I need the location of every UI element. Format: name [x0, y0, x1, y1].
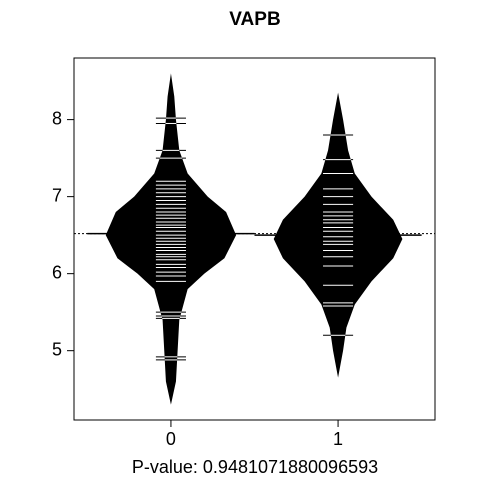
x-tick-label: 1: [333, 429, 343, 449]
bean: [105, 73, 237, 405]
y-tick-label: 5: [52, 339, 62, 359]
y-tick-label: 6: [52, 262, 62, 282]
y-tick-label: 8: [52, 108, 62, 128]
chart-title: VAPB: [229, 9, 280, 30]
x-axis-label: P-value: 0.9481071880096593: [132, 457, 378, 477]
y-tick-label: 7: [52, 185, 62, 205]
plot-frame: [73, 57, 436, 421]
x-tick-label: 0: [166, 429, 176, 449]
